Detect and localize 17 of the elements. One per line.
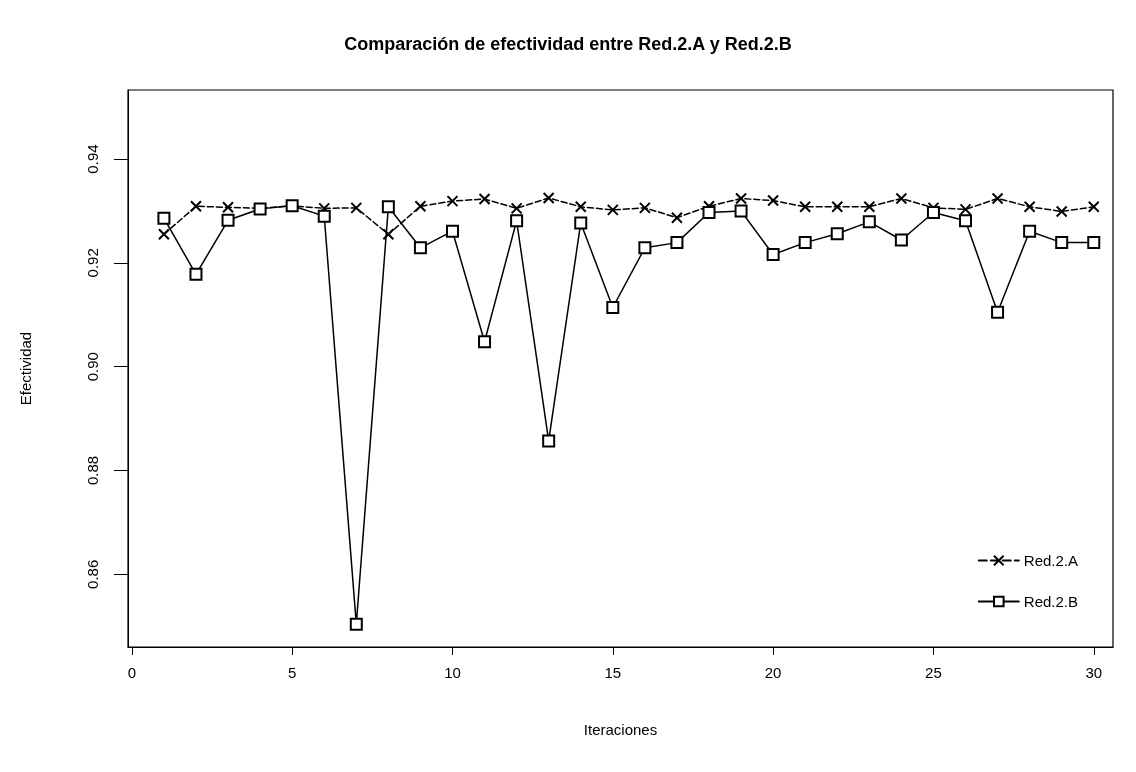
x-tick-label: 15 <box>604 664 622 681</box>
y-tick-label: 0.88 <box>84 455 101 486</box>
chart-title: Comparación de efectividad entre Red.2.A y Red.2.B <box>344 34 792 54</box>
legend-label: Red.2.A <box>1023 552 1078 569</box>
x-tick-label: 10 <box>444 664 461 681</box>
y-tick-label: 0.86 <box>84 559 101 589</box>
y-axis-title: Efectividad <box>17 331 34 406</box>
y-tick-label: 0.90 <box>84 352 101 382</box>
x-tick-label: 0 <box>127 664 137 681</box>
x-tick-label: 5 <box>287 664 297 681</box>
x-axis-title: Iteraciones <box>583 721 658 738</box>
y-tick-label: 0.94 <box>84 144 101 174</box>
legend-label: Red.2.B <box>1023 593 1078 610</box>
x-tick-label: 25 <box>925 664 942 681</box>
x-tick-label: 20 <box>764 664 782 681</box>
y-tick-label: 0.92 <box>84 248 101 278</box>
x-tick-label: 30 <box>1085 664 1103 681</box>
